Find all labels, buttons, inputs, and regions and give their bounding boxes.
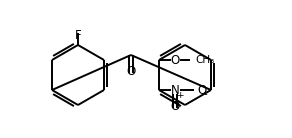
Text: F: F <box>75 29 81 42</box>
Text: +: + <box>176 91 184 99</box>
Text: O: O <box>171 100 180 113</box>
Text: -: - <box>203 89 207 99</box>
Text: O: O <box>171 54 180 67</box>
Text: CH₃: CH₃ <box>195 55 214 65</box>
Text: N: N <box>171 83 179 96</box>
Text: O: O <box>197 83 206 96</box>
Text: O: O <box>126 65 135 78</box>
